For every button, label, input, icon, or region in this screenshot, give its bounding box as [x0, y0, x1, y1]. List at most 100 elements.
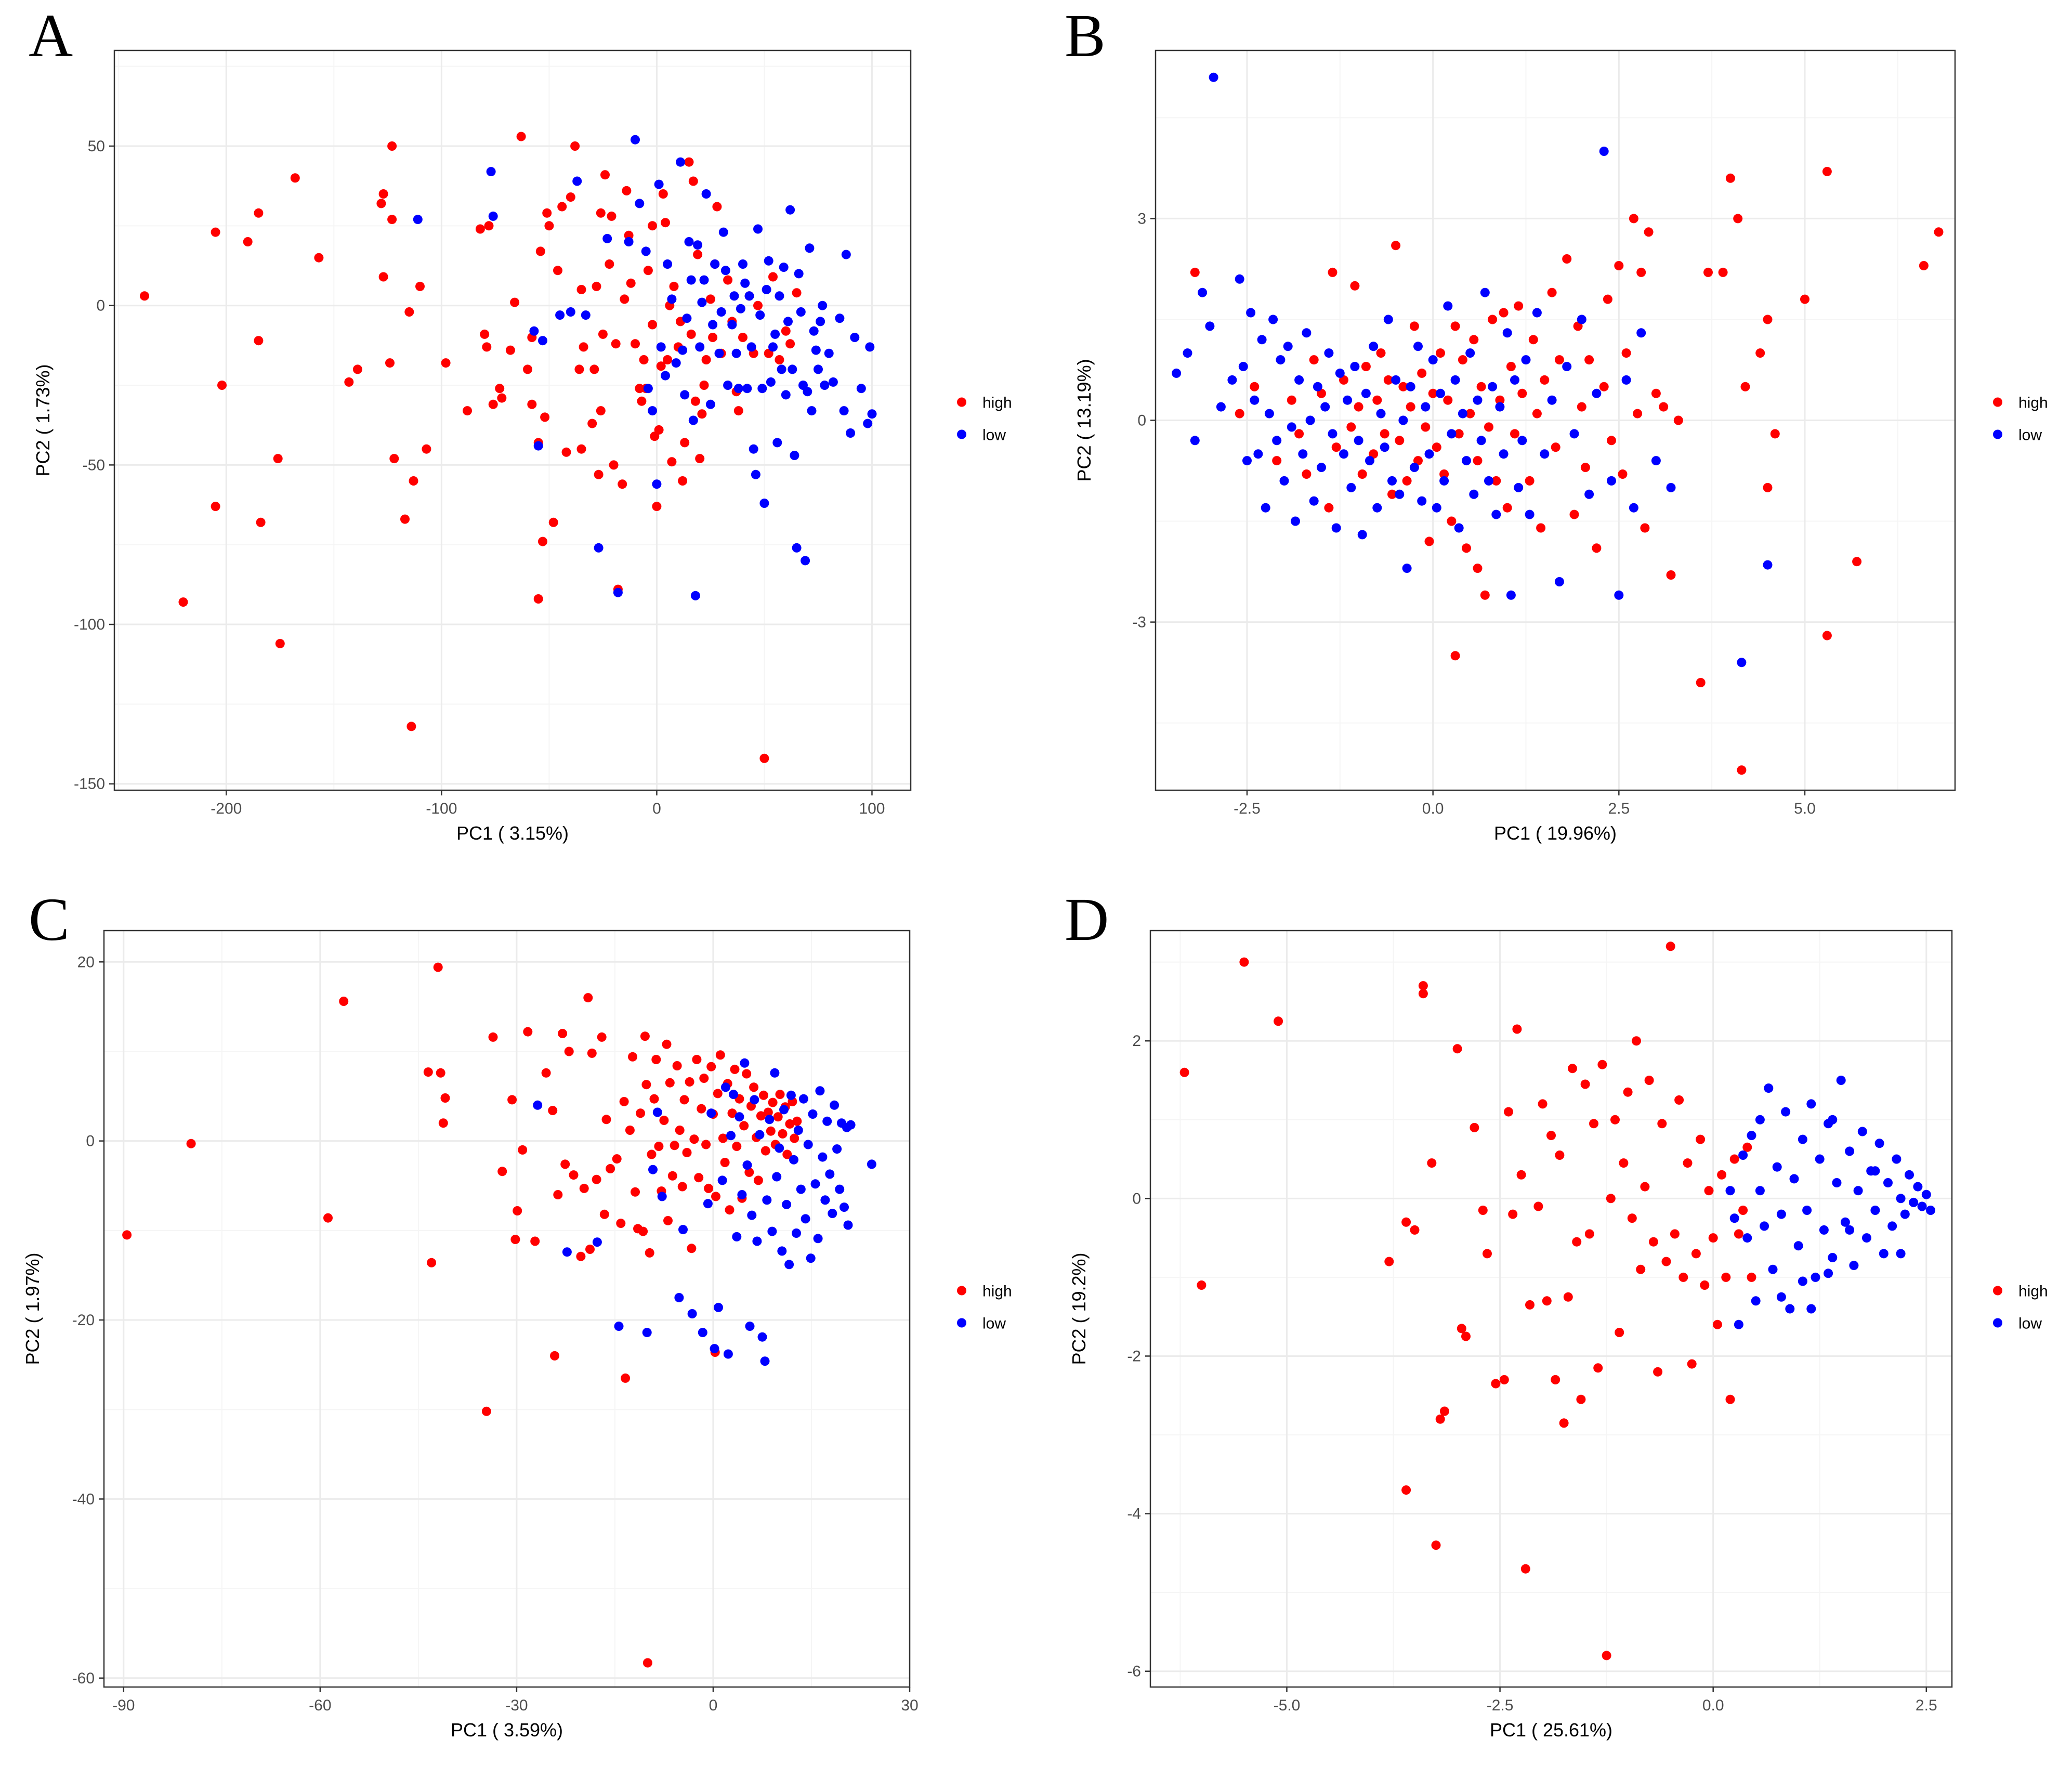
data-point-low — [693, 240, 703, 250]
data-point-high — [785, 339, 795, 349]
data-point-high — [1439, 469, 1449, 479]
data-point-high — [436, 1068, 445, 1078]
data-point-high — [592, 1174, 601, 1184]
data-point-high — [1670, 1229, 1680, 1239]
data-point-low — [1725, 1186, 1735, 1196]
data-point-high — [378, 272, 388, 282]
data-point-high — [1436, 348, 1445, 358]
data-point-high — [1661, 1257, 1671, 1266]
data-point-low — [798, 1094, 808, 1104]
data-point-high — [576, 285, 586, 294]
data-point-high — [510, 1235, 520, 1245]
data-point-low — [1313, 382, 1322, 391]
data-point-low — [772, 438, 782, 448]
data-point-high — [1350, 281, 1360, 291]
data-point-low — [1521, 355, 1531, 365]
data-point-high — [667, 457, 677, 467]
data-point-low — [1798, 1134, 1807, 1144]
data-point-low — [1857, 1127, 1867, 1136]
data-point-low — [1840, 1217, 1850, 1227]
data-point-high — [1480, 590, 1490, 600]
data-point-high — [415, 281, 425, 291]
data-point-high — [438, 1118, 448, 1128]
data-point-low — [1454, 523, 1464, 533]
data-point-high — [1384, 1257, 1394, 1266]
plot-background — [114, 50, 911, 790]
data-point-low — [1510, 375, 1519, 385]
data-point-low — [1432, 503, 1441, 513]
x-tick-label: -2.5 — [1487, 1697, 1514, 1714]
data-point-high — [1733, 214, 1743, 224]
data-point-high — [1592, 543, 1602, 553]
data-point-high — [594, 469, 604, 479]
data-point-high — [387, 141, 397, 151]
data-point-low — [716, 307, 726, 317]
data-point-high — [1648, 1237, 1658, 1247]
data-point-high — [1383, 375, 1393, 385]
data-point-high — [1584, 1229, 1594, 1239]
data-point-high — [1525, 1300, 1535, 1310]
data-point-low — [613, 587, 623, 597]
data-point-high — [1852, 557, 1862, 567]
legend-key-high — [1993, 1286, 2002, 1296]
data-point-high — [730, 1064, 740, 1074]
panel-c: C -90 -60 -30 0 30 -60 -40 -20 0 20 PC1 ( 3.59%) PC… — [0, 884, 1036, 1765]
data-point-high — [527, 399, 537, 409]
data-point-low — [1776, 1292, 1786, 1302]
data-point-high — [1717, 1170, 1727, 1180]
y-tick-label: -50 — [83, 456, 105, 474]
data-point-low — [1832, 1178, 1842, 1187]
data-point-high — [1674, 1095, 1684, 1105]
data-point-high — [1452, 1044, 1462, 1054]
data-point-high — [409, 476, 418, 486]
data-point-low — [1636, 328, 1646, 338]
data-point-low — [867, 1159, 876, 1169]
data-point-high — [654, 1142, 664, 1151]
data-point-high — [1687, 1359, 1697, 1369]
data-point-high — [1450, 321, 1460, 331]
data-point-high — [775, 355, 784, 364]
panel-letter: A — [29, 2, 73, 70]
data-point-low — [1540, 449, 1550, 459]
data-point-high — [1546, 1131, 1556, 1141]
data-point-high — [1469, 335, 1479, 345]
data-point-high — [404, 307, 414, 317]
data-point-high — [1488, 315, 1498, 324]
data-point-high — [697, 1104, 706, 1114]
data-point-high — [339, 997, 349, 1006]
data-point-high — [1704, 1186, 1714, 1196]
data-point-high — [738, 333, 748, 342]
data-point-low — [1763, 560, 1773, 570]
data-point-low — [1815, 1154, 1825, 1164]
data-point-high — [616, 1219, 626, 1228]
data-point-low — [775, 291, 784, 301]
data-point-low — [1469, 489, 1479, 499]
data-point-high — [1562, 254, 1572, 264]
data-point-low — [654, 179, 664, 189]
panel-letter: D — [1065, 885, 1109, 953]
data-point-high — [682, 1148, 692, 1157]
data-point-high — [1361, 362, 1371, 371]
x-tick-label: 0 — [652, 800, 661, 817]
data-point-low — [602, 233, 612, 243]
data-point-low — [1849, 1261, 1859, 1271]
data-point-low — [688, 415, 698, 425]
data-point-low — [806, 1253, 816, 1263]
data-point-low — [835, 1184, 845, 1194]
data-point-high — [1533, 1201, 1543, 1211]
data-point-low — [749, 444, 758, 454]
legend-key-high — [1993, 397, 2002, 407]
data-point-high — [597, 1032, 607, 1042]
data-point-low — [1768, 1264, 1778, 1274]
data-point-high — [1476, 382, 1486, 391]
x-tick-label: -2.5 — [1234, 800, 1261, 817]
data-point-high — [620, 294, 630, 304]
data-point-high — [760, 1146, 770, 1156]
data-point-low — [710, 259, 720, 269]
data-point-high — [557, 202, 567, 212]
data-point-high — [1770, 429, 1780, 439]
data-point-low — [731, 348, 741, 358]
data-point-high — [701, 1140, 711, 1149]
data-point-high — [1700, 1280, 1710, 1290]
data-point-high — [495, 384, 505, 394]
